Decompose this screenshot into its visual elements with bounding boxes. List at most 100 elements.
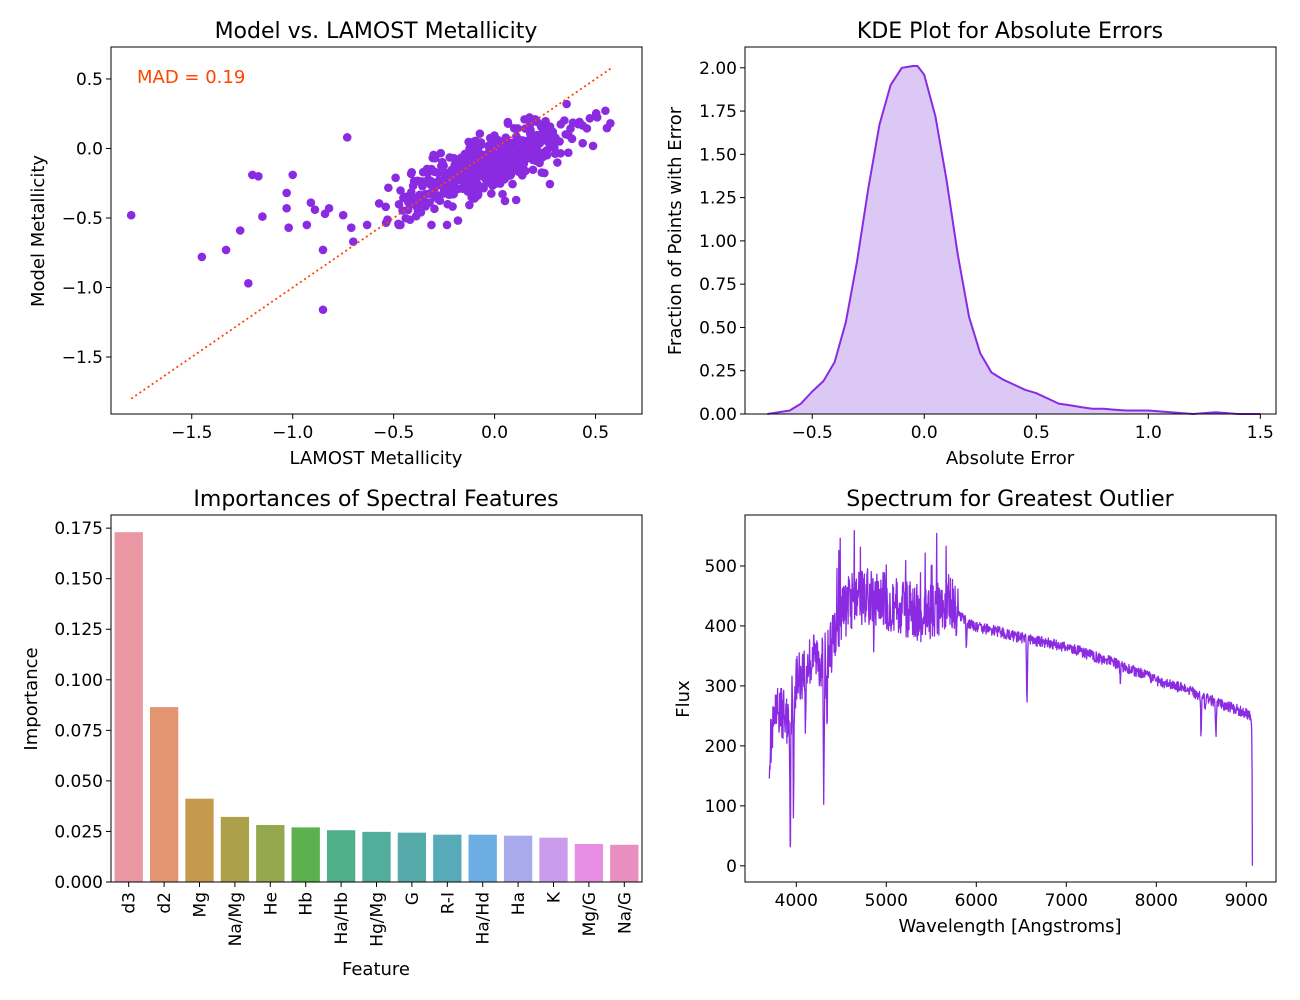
scatter-point	[523, 145, 532, 155]
spectrum-y-tick-label: 200	[705, 737, 737, 757]
feature-label: d2	[155, 892, 175, 914]
kde-plot-frame	[744, 46, 1277, 415]
feature-label: Ha	[509, 892, 529, 915]
scatter-point	[384, 183, 393, 193]
kde-y-tick-label: 0.25	[699, 362, 737, 382]
spectrum-y-tick-label: 0	[726, 857, 737, 877]
feature-label: Ha/Hd	[474, 892, 494, 945]
scatter-point	[302, 220, 312, 230]
importance-bar	[220, 816, 250, 882]
scatter-point	[348, 237, 358, 246]
feature-label: Mg/G	[580, 892, 600, 936]
scatter-point	[556, 149, 565, 158]
kde-y-tick-label: 1.25	[699, 189, 737, 209]
scatter-point	[342, 133, 352, 142]
importance-y-tick-label: 0.150	[54, 570, 103, 590]
scatter-point	[472, 164, 482, 174]
scatter-point	[415, 177, 425, 186]
scatter-point	[531, 133, 541, 143]
scatter-point	[488, 181, 497, 190]
kde-panel: KDE Plot for Absolute Errors Absolute Er…	[665, 19, 1277, 469]
kde-title: KDE Plot for Absolute Errors	[857, 19, 1163, 44]
scatter-point	[448, 202, 457, 211]
kde-y-tick-label: 0.00	[699, 405, 737, 425]
feature-label: Hg/Mg	[368, 892, 388, 947]
feature-label: d3	[120, 892, 140, 914]
scatter-point	[503, 117, 513, 127]
importance-bar	[433, 834, 462, 882]
importance-title: Importances of Spectral Features	[193, 487, 558, 512]
scatter-point	[288, 170, 298, 180]
scatter-y-tick-label: 0.5	[76, 70, 103, 90]
scatter-point	[471, 185, 481, 194]
spectrum-panel: Spectrum for Greatest Outlier Wavelength…	[673, 487, 1277, 937]
feature-label: G	[403, 892, 423, 905]
scatter-point	[561, 130, 571, 139]
scatter-point	[496, 175, 506, 185]
scatter-point	[449, 153, 459, 163]
scatter-point	[436, 148, 446, 158]
scatter-point	[453, 216, 463, 225]
scatter-point	[362, 220, 372, 230]
scatter-point	[451, 177, 460, 186]
scatter-point	[284, 223, 293, 233]
scatter-point	[601, 106, 610, 116]
kde-x-tick-label: −0.5	[792, 423, 833, 443]
scatter-point	[197, 252, 207, 262]
feature-label: R-I	[438, 892, 458, 914]
scatter-point	[418, 167, 428, 177]
scatter-point	[440, 168, 450, 178]
scatter-point	[318, 305, 328, 315]
scatter-x-tick-label: −1.0	[272, 423, 313, 443]
scatter-point	[398, 206, 407, 215]
scatter-point	[471, 136, 481, 146]
importance-y-tick-label: 0.050	[54, 772, 103, 792]
scatter-point	[514, 144, 523, 154]
scatter-point	[592, 113, 602, 122]
importance-bar	[256, 824, 285, 882]
scatter-x-tick-label: 0.5	[582, 423, 609, 443]
scatter-y-tick-label: −0.5	[62, 209, 103, 229]
scatter-point	[405, 200, 415, 210]
spectrum-x-tick-label: 7000	[1045, 891, 1088, 911]
spectrum-plot-frame	[744, 514, 1277, 883]
kde-y-tick-label: 0.50	[699, 318, 737, 338]
scatter-point	[521, 166, 530, 176]
scatter-point	[507, 157, 517, 166]
scatter-point	[338, 210, 348, 220]
scatter-point	[488, 173, 497, 183]
scatter-point	[258, 212, 267, 221]
scatter-point	[464, 173, 474, 182]
scatter-point	[588, 141, 598, 151]
spectrum-y-tick-label: 100	[705, 797, 737, 817]
feature-label: He	[261, 892, 281, 915]
importance-bar	[185, 798, 214, 882]
spectrum-y-axis-label: Flux	[673, 680, 694, 718]
scatter-point	[407, 167, 417, 177]
scatter-x-tick-label: −0.5	[373, 423, 414, 443]
kde-y-axis-label: Fraction of Points with Error	[665, 106, 686, 355]
scatter-point	[479, 183, 488, 193]
scatter-point	[442, 220, 452, 230]
scatter-point	[553, 158, 562, 167]
scatter-point	[464, 181, 474, 190]
scatter-point	[567, 134, 577, 144]
feature-label: Ha/Hb	[332, 892, 352, 945]
spectrum-y-tick-label: 400	[705, 617, 737, 637]
scatter-point	[282, 203, 291, 213]
scatter-point	[126, 210, 136, 220]
importance-y-tick-label: 0.025	[54, 822, 103, 842]
scatter-x-tick-label: 0.0	[481, 423, 508, 443]
kde-x-axis-label: Absolute Error	[946, 448, 1075, 469]
importance-panel: Importances of Spectral Features Feature…	[21, 487, 643, 980]
importance-y-tick-label: 0.000	[54, 873, 103, 893]
scatter-point	[528, 165, 538, 175]
scatter-point	[545, 179, 555, 189]
identity-reference-line	[130, 67, 613, 400]
scatter-point	[346, 223, 356, 233]
importance-x-axis-label: Feature	[342, 959, 410, 980]
kde-x-tick-label: 0.0	[911, 423, 938, 443]
kde-x-tick-label: 0.5	[1023, 423, 1050, 443]
scatter-point	[427, 220, 436, 230]
